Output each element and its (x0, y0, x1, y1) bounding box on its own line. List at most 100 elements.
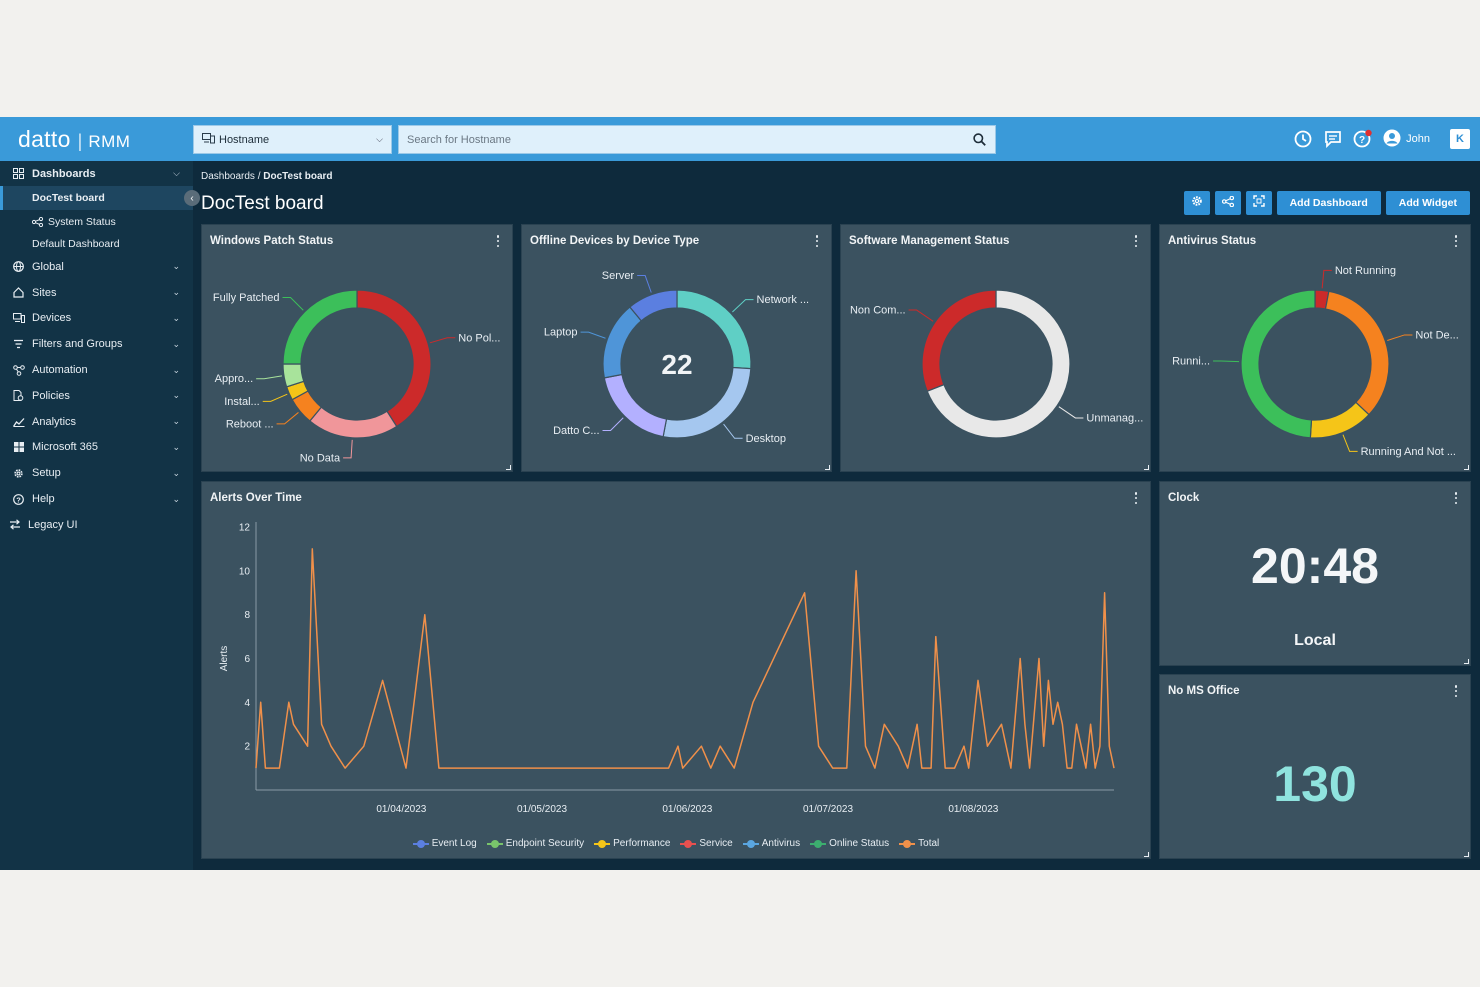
donut-slice-laptop[interactable] (602, 306, 643, 379)
sidebar-item-filters[interactable]: Filters and Groups ⌄ (0, 331, 193, 357)
donut-label-line (1321, 269, 1332, 289)
sidebar-item-legacy-ui[interactable]: Legacy UI (0, 512, 193, 538)
donut-label-line (262, 393, 288, 402)
sidebar-sub-default-dashboard[interactable]: Default Dashboard (32, 237, 120, 250)
settings-button[interactable] (1183, 191, 1210, 215)
sidebar-item-policies[interactable]: Policies ⌄ (0, 383, 193, 409)
sidebar-sub-system-status[interactable]: System Status (0, 210, 193, 233)
search-input[interactable] (407, 133, 973, 146)
sidebar-item-setup[interactable]: Setup ⌄ (0, 460, 193, 486)
donut-label-line (429, 337, 456, 344)
breadcrumb-root[interactable]: Dashboards (201, 171, 255, 182)
top-right-tools: ? John K (1293, 117, 1470, 161)
donut-slice-fully-patched[interactable] (282, 289, 358, 365)
sidebar-item-help[interactable]: ? Help ⌄ (0, 486, 193, 512)
messages-icon[interactable] (1323, 129, 1343, 149)
share-icon (32, 216, 43, 227)
widget-menu-icon[interactable] (1134, 492, 1138, 504)
devices-icon (12, 313, 25, 324)
donut-label: Server (602, 270, 635, 282)
sidebar-item-global[interactable]: Global ⌄ (0, 254, 193, 280)
legend-label: Event Log (431, 838, 477, 849)
widget-menu-icon[interactable] (1454, 492, 1458, 504)
legend-label: Online Status (829, 838, 890, 849)
legend-item-performance[interactable]: Performance (594, 838, 670, 849)
series-line-total[interactable] (255, 548, 1115, 769)
widget-resize-handle[interactable] (1464, 659, 1469, 664)
widget-title: Offline Devices by Device Type (530, 235, 700, 247)
donut-slice-not-de[interactable] (1324, 290, 1390, 416)
legend-item-antivirus[interactable]: Antivirus (742, 838, 800, 849)
widget-resize-handle[interactable] (1464, 852, 1469, 857)
chevron-down-icon: ⌄ (172, 287, 180, 298)
legend-item-endpoint-security[interactable]: Endpoint Security (486, 838, 584, 849)
kaseya-app-icon[interactable]: K (1450, 129, 1470, 149)
widget-resize-handle[interactable] (1464, 465, 1469, 470)
y-tick-label: 12 (239, 523, 251, 534)
legend-item-total[interactable]: Total (899, 838, 939, 849)
widget-menu-icon[interactable] (496, 235, 500, 247)
add-widget-button[interactable]: Add Widget (1385, 191, 1470, 215)
donut-label-line (602, 417, 624, 431)
share-button[interactable] (1214, 191, 1241, 215)
sidebar-item-microsoft-365[interactable]: Microsoft 365 ⌄ (0, 435, 193, 461)
widget-resize-handle[interactable] (1144, 465, 1149, 470)
gear-icon (1191, 194, 1203, 212)
user-menu[interactable]: John (1383, 129, 1430, 150)
help-notification-icon[interactable]: ? (1353, 129, 1373, 149)
donut-slice-no-data[interactable] (308, 406, 398, 439)
widget-menu-icon[interactable] (1454, 685, 1458, 697)
breadcrumb: Dashboards / DocTest board (201, 171, 333, 182)
windows-icon (12, 442, 25, 453)
donut-label: Unmanag... (1086, 412, 1143, 424)
widget-menu-icon[interactable] (815, 235, 819, 247)
widget-resize-handle[interactable] (825, 465, 830, 470)
sidebar-item-devices[interactable]: Devices ⌄ (0, 306, 193, 332)
y-tick-label: 2 (244, 742, 250, 753)
swap-icon (8, 519, 21, 531)
sidebar-item-automation[interactable]: Automation ⌄ (0, 357, 193, 383)
widget-resize-handle[interactable] (506, 465, 511, 470)
legend-marker-icon (412, 839, 429, 848)
product-logo[interactable]: datto | RMM (18, 126, 130, 153)
hostname-search[interactable] (398, 125, 996, 154)
chevron-down-icon: ⌵ (376, 134, 383, 144)
clock-time: 20:48 (1251, 538, 1379, 594)
sidebar-item-analytics[interactable]: Analytics ⌄ (0, 409, 193, 435)
sidebar-item-sites[interactable]: Sites ⌄ (0, 280, 193, 306)
legend-item-service[interactable]: Service (680, 838, 733, 849)
sidebar-item-label: Devices (32, 312, 72, 325)
add-dashboard-button[interactable]: Add Dashboard (1276, 191, 1381, 215)
sidebar-sub-doctest-board[interactable]: DocTest board (0, 186, 193, 210)
product-name: RMM (88, 132, 131, 151)
sidebar-item-label: Sites (32, 286, 57, 299)
search-icon[interactable] (973, 132, 987, 147)
donut-slice-non-com[interactable] (921, 289, 997, 393)
legend-item-online-status[interactable]: Online Status (810, 838, 889, 849)
donut-label-line (343, 439, 353, 459)
y-axis-label: Alerts (219, 646, 230, 672)
widget-resize-handle[interactable] (1144, 852, 1149, 857)
donut-label-line (637, 275, 652, 293)
widget-menu-icon[interactable] (1134, 235, 1138, 247)
main-content: Dashboards / DocTest board DocTest board… (193, 161, 1480, 870)
donut-slice-server[interactable] (628, 289, 678, 322)
sidebar-item-label: Global (32, 260, 64, 273)
donut-slice-no-pol[interactable] (356, 289, 432, 428)
share-icon (1221, 194, 1234, 212)
brand-name: datto (18, 126, 71, 152)
sidebar-item-label: Analytics (32, 415, 77, 428)
donut-slice-running-and-not[interactable] (1309, 401, 1370, 439)
collapse-sidebar-button[interactable]: ‹ (184, 190, 200, 206)
fullscreen-button[interactable] (1245, 191, 1272, 215)
sidebar-item-label: Help (32, 493, 55, 506)
legend-item-event-log[interactable]: Event Log (412, 838, 477, 849)
donut-label: Appro... (215, 373, 254, 385)
clock-icon[interactable] (1293, 129, 1313, 149)
y-tick-label: 6 (244, 654, 250, 665)
donut-slice-runni[interactable] (1240, 289, 1316, 439)
sidebar-item-dashboards[interactable]: Dashboards ⌵ (0, 161, 193, 186)
widget-menu-icon[interactable] (1454, 235, 1458, 247)
donut-slice-unmanag[interactable] (926, 289, 1071, 439)
search-type-select[interactable]: Hostname ⌵ (193, 125, 392, 154)
